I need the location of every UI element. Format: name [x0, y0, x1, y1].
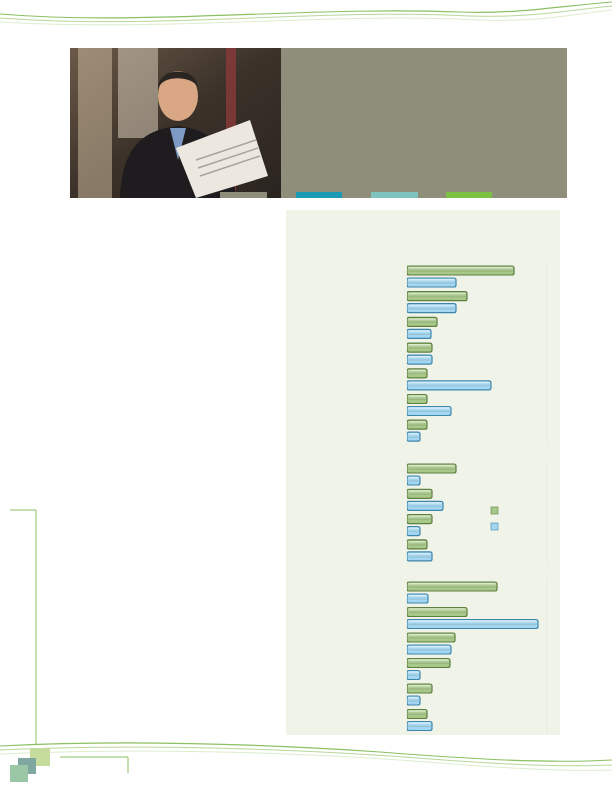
bar-shine — [408, 318, 436, 323]
bar — [407, 671, 420, 680]
bar — [407, 266, 514, 275]
bar-shine — [408, 660, 449, 665]
bar — [407, 304, 456, 313]
bar — [407, 527, 420, 536]
bar — [407, 515, 432, 524]
axis-line — [547, 461, 548, 564]
wave — [0, 6, 612, 22]
bar — [407, 540, 427, 549]
bar — [407, 432, 420, 441]
bars — [407, 464, 456, 561]
bar — [407, 608, 467, 617]
margin-line — [10, 510, 36, 745]
bar-shine — [408, 490, 431, 495]
page — [0, 0, 612, 792]
bar — [407, 582, 497, 591]
bars — [407, 582, 538, 731]
bar-shine — [408, 330, 430, 335]
bar — [407, 476, 420, 485]
bar — [407, 292, 467, 301]
photo-window — [78, 48, 112, 198]
bar — [407, 620, 538, 629]
bar-shine — [408, 646, 450, 651]
bar-shine — [408, 433, 419, 438]
bar-shine — [408, 465, 455, 470]
photo-strip — [220, 192, 267, 198]
wave — [0, 747, 612, 766]
bar — [407, 633, 455, 642]
bar — [407, 278, 456, 287]
bars — [407, 266, 514, 441]
bar-shine — [408, 293, 466, 298]
bar — [407, 645, 451, 654]
bar — [407, 552, 432, 561]
bar-shine — [408, 279, 455, 284]
bar-shine — [408, 344, 431, 349]
bar-shine — [408, 553, 431, 558]
bar-shine — [408, 356, 431, 361]
photo-window — [118, 48, 158, 138]
bar-shine — [408, 711, 426, 716]
bar — [407, 369, 427, 378]
bar-shine — [408, 370, 426, 375]
bar — [407, 420, 427, 429]
photo-face — [158, 71, 198, 121]
photo — [70, 48, 281, 198]
bar — [407, 329, 431, 338]
bar-shine — [408, 408, 450, 413]
photo-hair — [158, 72, 198, 89]
deco-square — [10, 765, 28, 782]
bar-shine — [408, 502, 442, 507]
bar-shine — [408, 305, 455, 310]
wave — [0, 751, 612, 770]
bar — [407, 317, 437, 326]
legend-swatch — [491, 523, 498, 530]
bar-shine — [408, 516, 431, 521]
tab — [371, 192, 418, 198]
bar — [407, 722, 432, 731]
chart-panel — [286, 210, 560, 735]
bar — [407, 501, 443, 510]
bar — [407, 407, 451, 416]
tab — [446, 192, 492, 198]
bar — [407, 343, 432, 352]
axis-line — [547, 263, 548, 444]
bar-shine — [408, 396, 426, 401]
photo-newspaper — [176, 120, 268, 198]
tab — [296, 192, 342, 198]
bar — [407, 594, 428, 603]
photo-print — [196, 140, 260, 176]
bar-shine — [408, 621, 537, 626]
bar-shine — [408, 634, 454, 639]
bar-shine — [408, 382, 490, 387]
bar-shine — [408, 421, 426, 426]
header-box — [281, 48, 567, 198]
wave — [0, 743, 612, 761]
bar — [407, 659, 450, 668]
bar-shine — [408, 541, 426, 546]
bar — [407, 489, 432, 498]
bar-shine — [408, 723, 431, 728]
bar-shine — [408, 595, 427, 600]
bar-shine — [408, 477, 419, 482]
bar — [407, 395, 427, 404]
bar — [407, 464, 456, 473]
bar-shine — [408, 672, 419, 677]
bar-shine — [408, 528, 419, 533]
bar-shine — [408, 583, 496, 588]
deco-line — [60, 757, 128, 773]
legend-swatch — [491, 507, 498, 514]
bar-shine — [408, 609, 466, 614]
bar — [407, 710, 427, 719]
bar — [407, 684, 432, 693]
bar — [407, 355, 432, 364]
wave — [0, 10, 612, 25]
bar-shine — [408, 685, 431, 690]
bar-shine — [408, 697, 419, 702]
axis-line — [547, 579, 548, 734]
bar — [407, 696, 420, 705]
bar — [407, 381, 491, 390]
axis-line — [407, 263, 408, 444]
bar-shine — [408, 267, 513, 272]
